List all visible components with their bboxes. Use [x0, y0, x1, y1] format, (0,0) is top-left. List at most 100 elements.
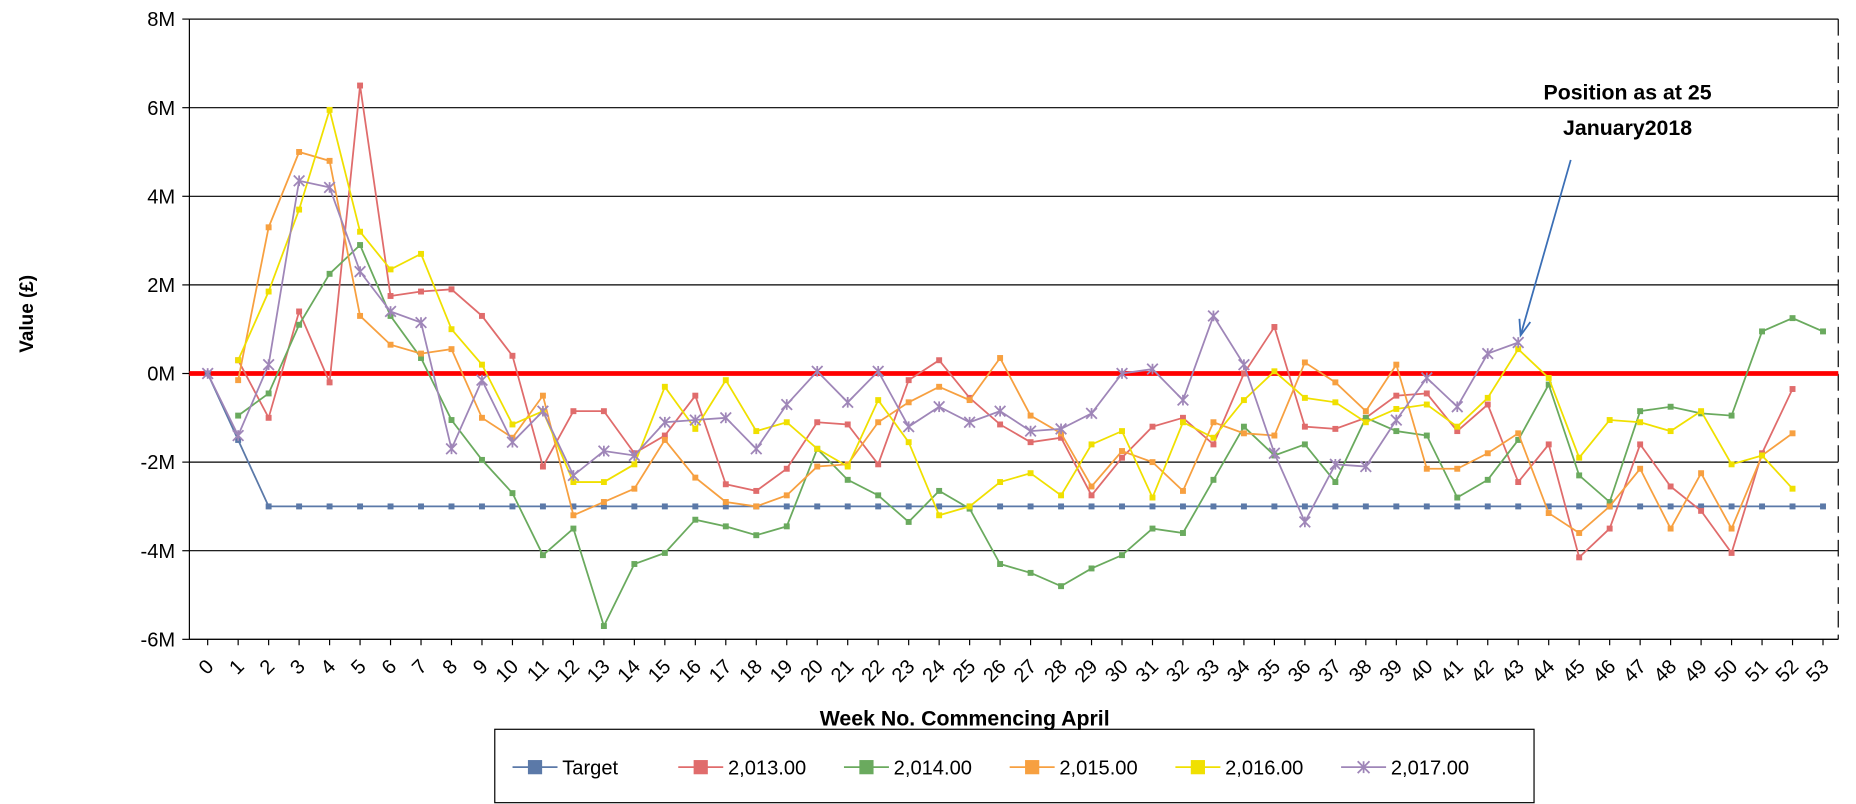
point	[1545, 510, 1552, 517]
point	[692, 516, 699, 523]
point	[1637, 441, 1644, 448]
point	[1512, 336, 1525, 349]
y-tick-label: 4M	[147, 186, 175, 208]
point	[235, 412, 242, 419]
point	[1576, 530, 1583, 536]
point	[936, 357, 943, 364]
point	[875, 419, 882, 426]
x-tick-label: 3	[286, 656, 309, 679]
y-tick-label: 8M	[147, 9, 175, 31]
point	[1576, 554, 1583, 561]
x-tick-label: 47	[1619, 656, 1650, 687]
point	[1789, 485, 1796, 492]
point	[1055, 422, 1068, 435]
point	[1484, 450, 1491, 457]
point	[936, 487, 943, 494]
point	[1149, 459, 1156, 466]
series-line	[237, 106, 1794, 517]
point	[1332, 379, 1339, 386]
point	[1759, 328, 1766, 335]
point	[1329, 458, 1342, 471]
y-tick-label: -6M	[141, 629, 176, 651]
x-tick-label: 7	[408, 656, 431, 679]
x-tick-label: 13	[583, 656, 614, 687]
annotation-text: Position as at 25	[1544, 81, 1712, 105]
point	[479, 312, 485, 319]
point	[570, 503, 577, 510]
point	[936, 503, 943, 510]
x-tick-label: 33	[1193, 656, 1224, 687]
point	[1454, 494, 1461, 501]
point	[1210, 476, 1217, 483]
point	[448, 503, 455, 510]
x-tick-label: 1	[225, 656, 248, 679]
point	[479, 456, 485, 463]
point	[539, 392, 546, 399]
point	[902, 420, 915, 433]
point	[1576, 472, 1583, 479]
point	[1454, 465, 1461, 472]
legend-swatch-marker	[693, 760, 708, 775]
point	[326, 503, 333, 510]
point	[326, 157, 333, 164]
point	[323, 181, 336, 194]
x-tick-label: 6	[378, 656, 401, 679]
point	[814, 503, 821, 510]
point	[326, 379, 333, 386]
point	[1027, 439, 1034, 446]
point	[997, 421, 1004, 428]
x-tick-label: 14	[614, 656, 645, 687]
point	[1149, 423, 1156, 430]
point	[658, 416, 671, 429]
legend-label: 2,016.00	[1225, 757, 1303, 779]
point	[1789, 503, 1796, 510]
point	[631, 485, 638, 492]
x-tick-label: 19	[766, 656, 797, 687]
point	[1728, 549, 1735, 556]
point	[567, 469, 580, 482]
legend-label: 2,014.00	[894, 757, 972, 779]
point	[600, 408, 607, 415]
point	[448, 326, 455, 333]
point	[1237, 358, 1250, 371]
point	[722, 499, 729, 505]
point	[997, 503, 1004, 510]
annotation-arrow	[1519, 159, 1572, 336]
point	[1027, 569, 1034, 576]
point	[1667, 503, 1674, 510]
x-tick-label: 11	[523, 656, 553, 686]
x-tick-label: 27	[1010, 656, 1041, 687]
point	[1728, 525, 1735, 532]
point	[1362, 419, 1369, 426]
x-tick-label: 45	[1558, 656, 1589, 687]
point	[692, 503, 699, 510]
point	[387, 341, 394, 348]
point	[296, 503, 303, 510]
point	[296, 206, 303, 213]
point	[1606, 499, 1613, 505]
x-tick-label: 15	[644, 656, 675, 687]
point	[1362, 408, 1369, 415]
point	[661, 437, 668, 443]
point	[780, 398, 793, 411]
x-tick-label: 38	[1345, 656, 1376, 687]
point	[1240, 503, 1247, 510]
point	[1393, 392, 1400, 399]
point	[597, 445, 610, 457]
point	[994, 405, 1007, 418]
point	[1451, 400, 1464, 413]
point	[1545, 374, 1552, 381]
point	[997, 561, 1004, 567]
point	[689, 414, 702, 426]
point	[1058, 434, 1065, 441]
point	[418, 288, 424, 295]
x-tick-label: 52	[1772, 656, 1803, 687]
point	[265, 414, 272, 421]
point	[448, 417, 455, 423]
point	[1637, 408, 1644, 415]
legend-label: 2,015.00	[1059, 757, 1137, 779]
point	[1667, 428, 1674, 435]
point	[1423, 432, 1430, 439]
x-tick-label: 2	[256, 656, 279, 679]
point	[1177, 394, 1189, 407]
